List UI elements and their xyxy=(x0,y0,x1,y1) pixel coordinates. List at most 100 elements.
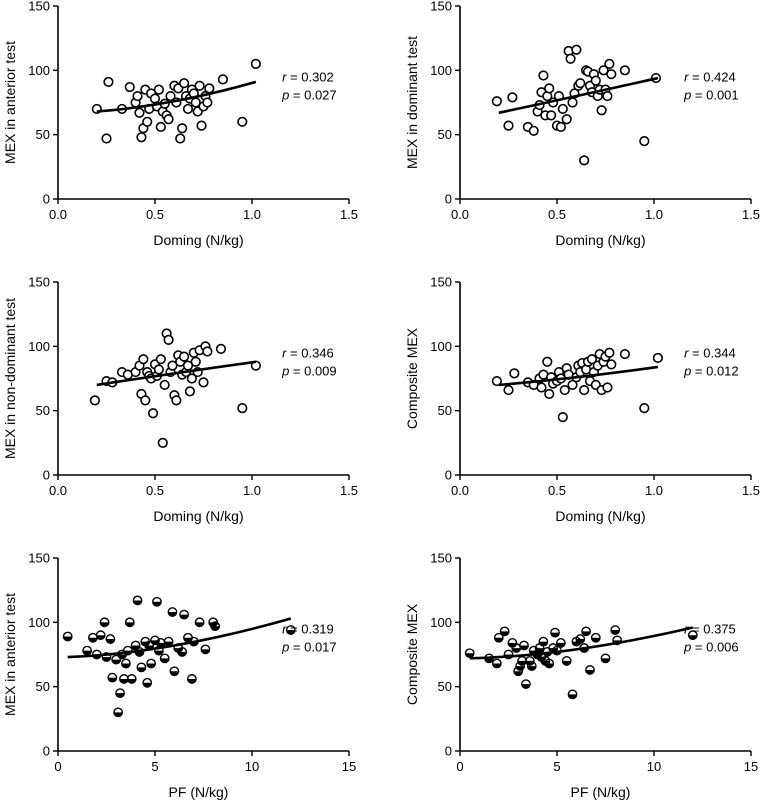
data-point xyxy=(82,645,93,656)
data-point xyxy=(561,656,572,666)
data-point xyxy=(237,116,248,127)
data-point xyxy=(557,103,568,115)
x-tick-label: 0.5 xyxy=(548,207,566,222)
data-point xyxy=(167,360,178,371)
data-point xyxy=(499,626,510,637)
data-point xyxy=(124,617,135,628)
data-point xyxy=(575,634,586,644)
stat-r: r = 0.344 xyxy=(684,345,736,360)
data-point-outline xyxy=(115,688,125,698)
data-point xyxy=(179,351,190,362)
data-point xyxy=(142,116,153,127)
x-axis-title: Doming (N/kg) xyxy=(555,508,645,524)
y-axis-title: Composite MEX xyxy=(404,327,420,429)
data-point xyxy=(567,689,578,700)
data-point-outline xyxy=(150,635,160,646)
x-tick-label: 0.0 xyxy=(451,483,469,498)
data-point-outline xyxy=(126,674,137,684)
data-point-outline xyxy=(101,652,112,662)
data-point-outline xyxy=(612,635,623,646)
stat-p: p = 0.017 xyxy=(281,639,337,654)
data-point xyxy=(557,412,568,423)
data-point xyxy=(167,607,178,617)
x-tick-label: 1.5 xyxy=(340,207,358,222)
y-tick-label: 50 xyxy=(36,679,50,694)
stat-p-symbol: p xyxy=(281,363,289,378)
y-tick-label: 100 xyxy=(430,63,452,78)
stat-p-symbol: p xyxy=(683,639,691,654)
stat-r-symbol: r xyxy=(684,621,689,636)
x-tick-label: 1.5 xyxy=(742,207,760,222)
stat-p-value: = 0.017 xyxy=(289,639,336,654)
stat-r-value: = 0.424 xyxy=(688,69,735,84)
data-point xyxy=(571,44,582,55)
data-point-outline xyxy=(152,596,162,607)
stat-r-symbol: r xyxy=(282,69,287,84)
data-point xyxy=(544,388,555,400)
data-point xyxy=(210,621,221,632)
stat-r-value: = 0.375 xyxy=(688,621,735,636)
data-point xyxy=(182,103,194,115)
scatter-panel-3: 0 50 100 150 0.0 0.5 1.0 1.5 Doming (N/kg) MEX in… xyxy=(2,275,358,525)
data-point-outline xyxy=(555,638,566,648)
data-point xyxy=(155,354,166,365)
data-point xyxy=(598,65,609,76)
regression-curve xyxy=(96,80,257,113)
x-axis-title: Doming (N/kg) xyxy=(153,508,243,524)
data-point xyxy=(464,648,475,659)
data-point xyxy=(147,408,159,419)
data-point xyxy=(237,402,248,414)
y-tick-label: 150 xyxy=(28,0,50,14)
data-point-outline xyxy=(285,625,296,635)
data-point xyxy=(544,83,555,94)
data-point-outline xyxy=(200,644,211,655)
data-point xyxy=(546,110,557,121)
data-point-outline xyxy=(524,656,535,666)
data-point-outline xyxy=(544,658,555,669)
data-point xyxy=(101,652,112,662)
data-point xyxy=(559,384,570,396)
data-point xyxy=(163,636,174,647)
data-point-outline xyxy=(99,617,110,628)
y-tick-label: 100 xyxy=(28,615,50,630)
y-axis-title: MEX in non-dominant test xyxy=(2,298,18,459)
x-axis-title: Doming (N/kg) xyxy=(153,232,243,248)
data-point xyxy=(565,53,576,64)
y-tick-label: 0 xyxy=(445,468,452,483)
x-tick-label: 1.0 xyxy=(243,207,261,222)
regression-curve xyxy=(469,626,694,660)
stat-r-symbol: r xyxy=(684,345,689,360)
data-point xyxy=(579,384,590,396)
data-point-outline xyxy=(146,658,157,669)
y-tick-label: 0 xyxy=(43,744,50,759)
data-point xyxy=(99,617,110,628)
data-point xyxy=(136,662,147,673)
data-point xyxy=(169,666,180,677)
data-point xyxy=(177,123,188,134)
data-point xyxy=(491,96,502,107)
data-point-outline xyxy=(561,656,572,666)
x-tick-label: 1.0 xyxy=(645,483,663,498)
data-point xyxy=(538,70,549,81)
data-point xyxy=(555,121,566,133)
data-point xyxy=(179,609,190,620)
stat-r-value: = 0.302 xyxy=(286,69,333,84)
data-point xyxy=(184,386,196,397)
data-point xyxy=(604,347,615,358)
data-point xyxy=(590,75,601,86)
data-point xyxy=(194,80,205,91)
data-point xyxy=(215,343,227,355)
y-tick-label: 100 xyxy=(430,339,452,354)
data-point xyxy=(126,674,137,684)
data-point-outline xyxy=(194,617,205,628)
data-point-outline xyxy=(610,625,621,635)
data-point xyxy=(538,636,549,647)
stat-p-symbol: p xyxy=(683,363,691,378)
data-point xyxy=(536,382,547,393)
data-point-outline xyxy=(132,595,143,606)
y-tick-label: 50 xyxy=(438,127,452,142)
scatter-panel-6: 0 50 100 150 0 5 10 15 PF (N/kg) Composite MEX r =… xyxy=(404,551,758,801)
data-point xyxy=(521,679,531,689)
data-point-outline xyxy=(179,609,190,620)
